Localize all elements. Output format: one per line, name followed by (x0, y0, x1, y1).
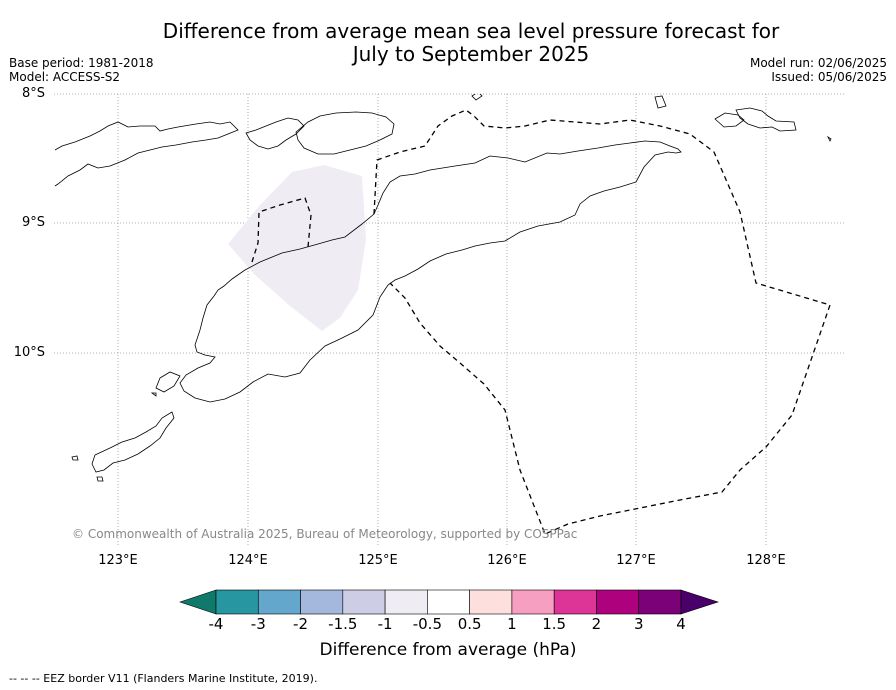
coast-island-a (654, 95, 667, 109)
lat-label-9s: 9°S (21, 215, 45, 230)
coastlines (54, 94, 832, 482)
colorbar-swatch (427, 589, 470, 615)
coast-roti (155, 371, 181, 393)
model-text: Model: ACCESS-S2 (9, 70, 121, 84)
colorbar-tick-label: 4 (676, 615, 686, 633)
colorbar-swatch (469, 589, 513, 615)
coast-island-b (471, 94, 483, 101)
coast-islet-f (96, 476, 104, 482)
map-title: Difference from average mean sea level p… (0, 20, 896, 66)
lon-label-126e: 126°E (487, 553, 527, 568)
map-title-line2: July to September 2025 (352, 42, 590, 66)
lon-label-127e: 127°E (616, 553, 656, 568)
lon-label-123e: 123°E (98, 553, 138, 568)
base-period-text: Base period: 1981-2018 (9, 56, 154, 70)
lat-label-8s: 8°S (21, 86, 45, 101)
eez-oecusse (251, 197, 312, 263)
lon-label-124e: 124°E (228, 553, 268, 568)
eez-borders (251, 109, 831, 535)
colorbar-extend-high (680, 589, 719, 615)
colorbar-tick-label: -4 (208, 615, 224, 633)
model-run-text: Model run: 02/06/2025 (749, 56, 887, 70)
issued-text: Issued: 05/06/2025 (771, 70, 887, 84)
anomaly-shaded-region (228, 165, 366, 331)
coast-island-c (735, 107, 797, 132)
colorbar-tick-label: -1.5 (328, 615, 358, 633)
colorbar-swatch (553, 589, 597, 615)
coast-wetar-west (245, 117, 305, 150)
colorbar-tick-label: 1.5 (542, 615, 567, 633)
eez-legend-note: -- -- -- EEZ border V11 (Flanders Marine… (9, 672, 318, 685)
coast-timor (179, 140, 682, 403)
coast-islet-e (71, 455, 79, 461)
colorbar-tick-label: -2 (293, 615, 309, 633)
colorbar-swatch (257, 589, 301, 615)
colorbar-tick-label: -3 (250, 615, 266, 633)
colorbar-tick-label: -0.5 (412, 615, 442, 633)
lat-label-10s: 10°S (13, 345, 45, 360)
colorbar-title: Difference from average (hPa) (319, 640, 577, 660)
coast-islet-g (150, 392, 157, 397)
colorbar (179, 589, 719, 615)
coast-alor-pantar (54, 121, 239, 187)
coast-wetar (295, 111, 395, 155)
colorbar-swatch (384, 589, 428, 615)
coast-babar (714, 112, 745, 128)
graticule (54, 93, 844, 546)
lon-label-125e: 125°E (358, 553, 398, 568)
colorbar-tick-label: 3 (633, 615, 644, 633)
colorbar-tick-label: 0.5 (457, 615, 482, 633)
colorbar-swatch (215, 589, 259, 615)
copyright-text: © Commonwealth of Australia 2025, Bureau… (72, 527, 578, 541)
colorbar-swatch (638, 589, 682, 615)
colorbar-swatch (511, 589, 555, 615)
eez-timor-leste (373, 109, 831, 535)
colorbar-swatch (342, 589, 386, 615)
map-title-line1: Difference from average mean sea level p… (162, 19, 780, 43)
lon-label-128e: 128°E (746, 553, 786, 568)
colorbar-swatch (300, 589, 344, 615)
colorbar-swatch (596, 589, 640, 615)
coast-island-d (826, 135, 832, 142)
colorbar-tick-label: 2 (591, 615, 602, 633)
colorbar-extend-low (179, 589, 217, 615)
colorbar-tick-label: -1 (377, 615, 393, 633)
colorbar-tick-label: 1 (507, 615, 517, 633)
coast-sawu (91, 411, 175, 473)
